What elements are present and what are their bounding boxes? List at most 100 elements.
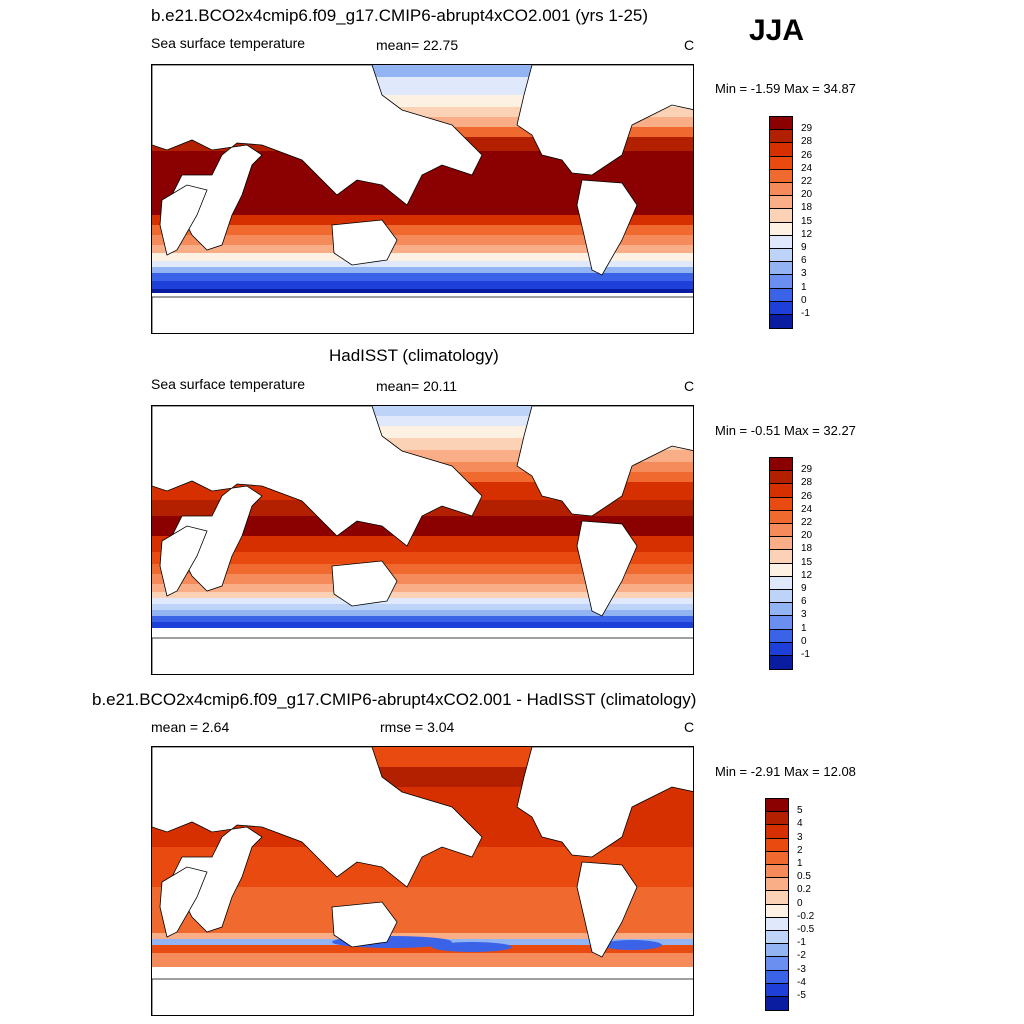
colorbar-tick-label: 18 (801, 543, 813, 555)
colorbar-tick-label: 5 (797, 805, 803, 817)
panel-2-mean-label: mean= 20.11 (376, 378, 458, 394)
colorbar-tick-label: 3 (797, 831, 803, 843)
colorbar-swatch (765, 890, 789, 905)
panel-1-units-label: C (684, 37, 695, 53)
colorbar-swatch (765, 982, 789, 997)
colorbar-tick-label: 29 (801, 464, 813, 476)
colorbar-tick-label: 18 (801, 202, 813, 214)
colorbar-swatch (769, 248, 793, 263)
colorbar-tick-label: 1 (801, 622, 807, 634)
colorbar-swatch (769, 274, 793, 289)
colorbar-swatch (769, 221, 793, 236)
colorbar-tick-label: 3 (801, 268, 807, 280)
colorbar-tick-label: 22 (801, 517, 813, 528)
colorbar-tick-label: 12 (801, 569, 813, 581)
colorbar-tick-label: 1 (801, 281, 807, 293)
panel-2-minmax-label: Min = -0.51 Max = 32.27 (715, 423, 856, 438)
colorbar-tick-label: 28 (801, 136, 813, 148)
colorbar-tick-label: 0 (797, 897, 803, 909)
colorbar-tick-label: -4 (797, 976, 806, 988)
panel-2-title: HadISST (climatology) (329, 346, 499, 365)
panel-1-map (151, 64, 694, 334)
colorbar-swatch (765, 969, 789, 984)
colorbar-swatch (765, 996, 789, 1012)
colorbar-tick-label: 15 (801, 556, 813, 568)
colorbar-swatch (769, 470, 793, 485)
colorbar-swatch (769, 116, 793, 131)
colorbar-swatch (769, 589, 793, 604)
panel-1-title: b.e21.BCO2x4cmip6.f09_g17.CMIP6-abrupt4x… (151, 6, 649, 25)
colorbar-swatch (765, 824, 789, 839)
colorbar-swatch (769, 549, 793, 564)
colorbar-swatch (769, 208, 793, 223)
colorbar-swatch (769, 483, 793, 498)
colorbar-swatch (769, 655, 793, 671)
colorbar-swatch (769, 129, 793, 144)
colorbar-tick-label: 9 (801, 583, 807, 594)
panel-3-map (151, 746, 694, 1016)
colorbar-tick-label: 3 (801, 609, 807, 621)
colorbar-swatch (769, 496, 793, 511)
colorbar-swatch (769, 261, 793, 276)
panel-2-units-label: C (684, 378, 695, 394)
panel-1-variable-label: Sea surface temperature (151, 35, 306, 51)
colorbar-tick-label: -0.5 (797, 924, 815, 935)
colorbar-tick-label: 6 (801, 255, 807, 267)
colorbar-tick-label: -1 (801, 308, 810, 319)
colorbar-tick-label: 0 (801, 294, 807, 306)
colorbar-swatch (769, 155, 793, 170)
colorbar-swatch (765, 864, 789, 879)
colorbar-tick-label: -1 (801, 649, 810, 660)
colorbar-tick-label: 20 (801, 530, 813, 542)
colorbar-swatch (769, 142, 793, 157)
colorbar-swatch (765, 837, 789, 852)
colorbar-tick-label: 26 (801, 149, 813, 161)
colorbar-swatch (769, 300, 793, 315)
colorbar-tick-label: 24 (801, 162, 813, 174)
colorbar-swatch (765, 811, 789, 826)
colorbar-tick-label: 12 (801, 228, 813, 240)
colorbar-tick-label: 1 (797, 858, 803, 869)
colorbar-swatch (769, 182, 793, 197)
colorbar-swatch (769, 287, 793, 302)
colorbar-tick-label: 22 (801, 176, 813, 187)
panel-3-minmax-label: Min = -2.91 Max = 12.08 (715, 764, 856, 779)
colorbar-tick-label: 4 (797, 818, 803, 830)
colorbar-tick-label: 29 (801, 123, 813, 135)
colorbar-swatch (769, 562, 793, 577)
colorbar-swatch (769, 195, 793, 210)
colorbar-swatch (765, 798, 789, 813)
panel-2-map (151, 405, 694, 675)
colorbar-tick-label: 0 (801, 635, 807, 647)
panel-3-mean-label: mean = 2.64 (151, 719, 230, 735)
colorbar-tick-label: 2 (797, 844, 803, 856)
panel-3-title: b.e21.BCO2x4cmip6.f09_g17.CMIP6-abrupt4x… (92, 690, 697, 709)
colorbar-tick-label: -5 (797, 990, 806, 1001)
colorbar-tick-label: 15 (801, 215, 813, 227)
colorbar-swatch (769, 523, 793, 538)
colorbar-tick-label: 24 (801, 503, 813, 515)
colorbar-swatch (765, 916, 789, 931)
colorbar-tick-label: -0.2 (797, 910, 815, 922)
colorbar-swatch (769, 602, 793, 617)
colorbar-tick-label: 0.5 (797, 871, 811, 883)
panel-1-mean-label: mean= 22.75 (376, 37, 459, 53)
colorbar-tick-label: 9 (801, 242, 807, 253)
colorbar-tick-label: -2 (797, 950, 806, 962)
colorbar-tick-label: 0.2 (797, 884, 811, 896)
panel-1-minmax-label: Min = -1.59 Max = 34.87 (715, 81, 856, 96)
panel-3-rmse-label: rmse = 3.04 (380, 719, 455, 735)
colorbar-swatch (765, 903, 789, 918)
colorbar-swatch (769, 575, 793, 590)
panel-2-variable-label: Sea surface temperature (151, 376, 306, 392)
colorbar-swatch (765, 943, 789, 958)
colorbar-tick-label: 6 (801, 596, 807, 608)
colorbar-swatch (765, 930, 789, 945)
colorbar-swatch (769, 314, 793, 330)
colorbar-swatch (769, 615, 793, 630)
colorbar-tick-label: -1 (797, 937, 806, 949)
season-label: JJA (749, 14, 805, 47)
colorbar-tick-label: 26 (801, 490, 813, 502)
colorbar-tick-label: 20 (801, 189, 813, 201)
colorbar-swatch (769, 457, 793, 472)
